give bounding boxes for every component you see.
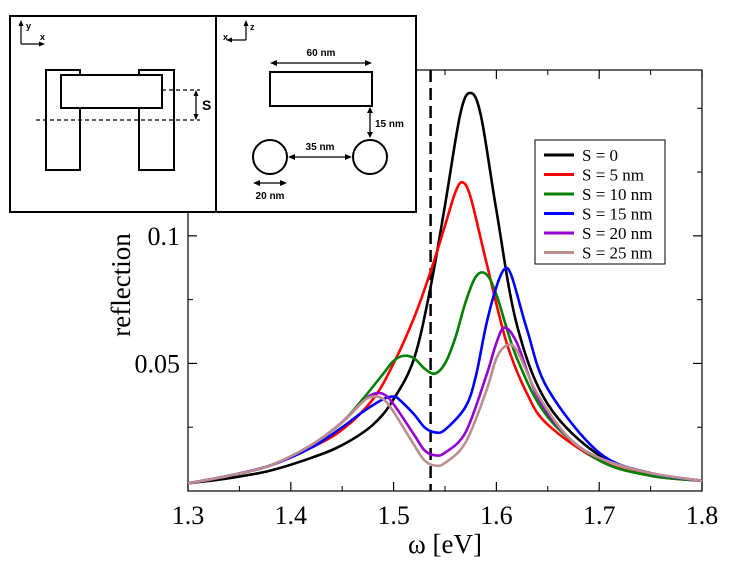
legend: S = 0S = 5 nmS = 10 nmS = 15 nmS = 20 nm…: [534, 139, 666, 265]
dim-label-60nm: 60 nm: [307, 48, 336, 59]
legend-label-5: S = 20 nm: [582, 224, 653, 243]
y-tick-label: 0.1: [148, 222, 181, 251]
top-bar-side-view: [269, 71, 373, 107]
series-line-5: [187, 326, 703, 485]
legend-label-6: S = 25 nm: [582, 244, 653, 263]
inset-left-y-letter: y: [26, 21, 31, 31]
axis-tick-labels: 1.3 1.4 1.5 1.6 1.7 1.8 0.05 0.1: [135, 222, 719, 530]
inset-left-axes: y x: [18, 20, 45, 47]
inset-left-x-letter: x: [40, 32, 45, 42]
y-axis-title: reflection: [106, 233, 136, 337]
dim-label-35nm: 35 nm: [306, 142, 335, 153]
top-bar-top-view: [60, 74, 163, 109]
right-wire: [352, 139, 388, 175]
inset-right-axes: z x: [223, 20, 255, 43]
legend-label-2: S = 5 nm: [582, 166, 644, 185]
series-group: [187, 91, 703, 485]
x-tick-label: 1.6: [480, 501, 513, 530]
inset-frame: [9, 15, 417, 213]
x-tick-label: 1.8: [686, 501, 719, 530]
inset-left-structure: [36, 69, 200, 171]
left-wire: [252, 139, 288, 175]
series-line-6: [187, 343, 703, 485]
series-line-4: [187, 266, 703, 485]
legend-label-3: S = 10 nm: [582, 185, 653, 204]
x-tick-label: 1.5: [377, 501, 410, 530]
x-tick-label: 1.3: [172, 501, 205, 530]
legend-label-1: S = 0: [582, 146, 618, 165]
legend-label-4: S = 15 nm: [582, 205, 653, 224]
x-tick-label: 1.7: [583, 501, 616, 530]
x-tick-label: 1.4: [275, 501, 308, 530]
inset-schematic: y x S z x: [9, 15, 417, 213]
inset-dimension-lines: [258, 62, 371, 184]
inset-right-x-letter: x: [223, 32, 228, 42]
legend-items: S = 0S = 5 nmS = 10 nmS = 15 nmS = 20 nm…: [544, 146, 653, 263]
dim-label-15nm: 15 nm: [375, 119, 404, 130]
inset-right-z-letter: z: [250, 22, 255, 32]
y-tick-label: 0.05: [135, 349, 181, 378]
legend-box: [534, 139, 666, 265]
inset-arrowheads: [253, 60, 373, 186]
right-leg: [138, 69, 175, 171]
series-line-1: [187, 91, 703, 485]
offset-s-label: S: [202, 97, 211, 113]
x-axis-title: ω [eV]: [408, 529, 482, 559]
inset-right-structure: [252, 71, 388, 175]
dim-label-20nm: 20 nm: [256, 191, 285, 202]
